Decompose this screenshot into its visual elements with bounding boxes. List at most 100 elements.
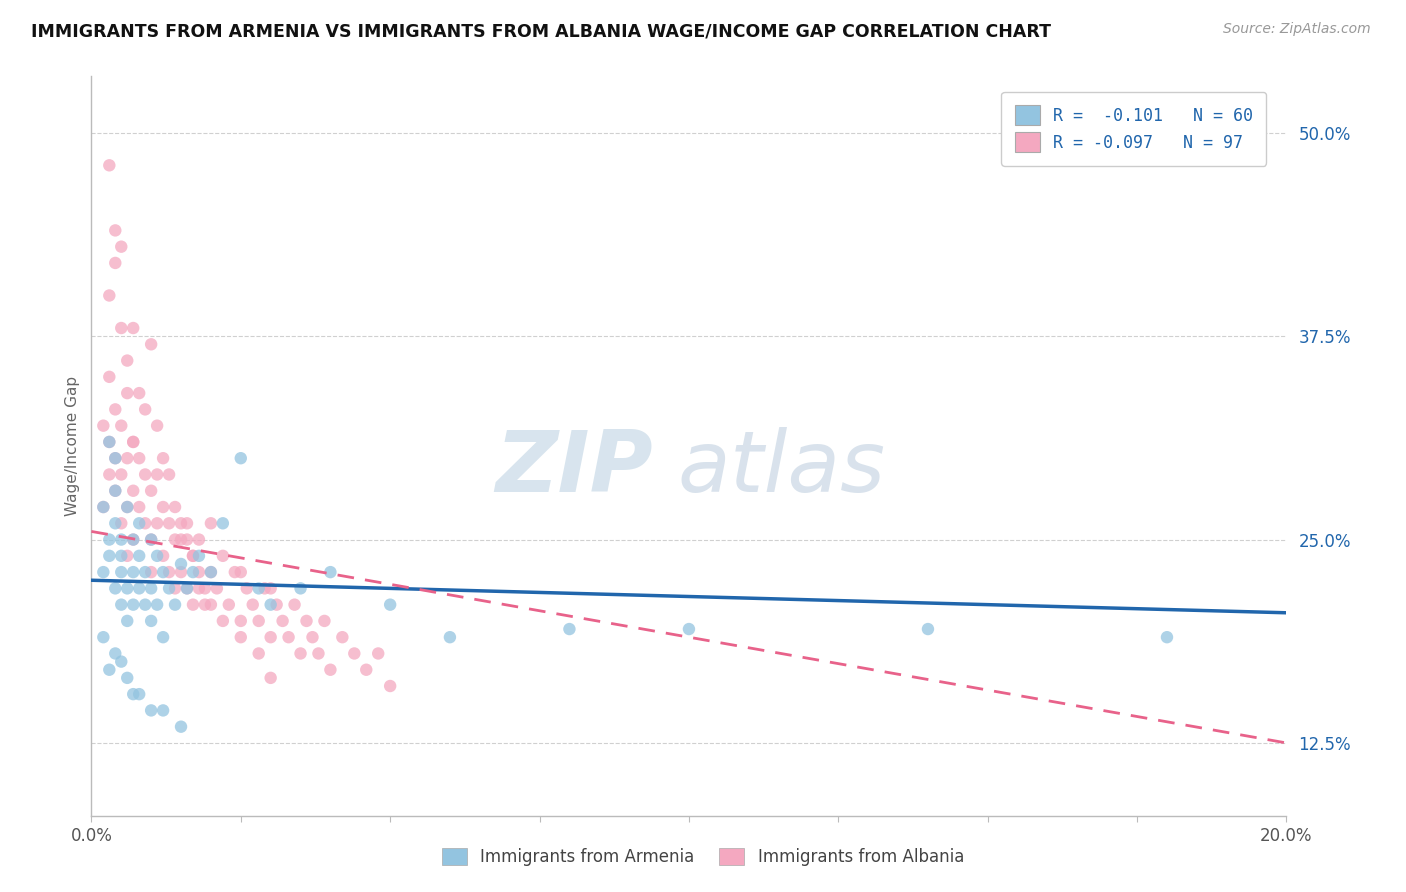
Point: [141, 614, 163, 628]
Legend: Immigrants from Armenia, Immigrants from Albania: Immigrants from Armenia, Immigrants from…: [433, 840, 973, 875]
Point: [176, 582, 198, 596]
Point: [224, 565, 246, 579]
Y-axis label: Wage/Income Gap: Wage/Income Gap: [65, 376, 80, 516]
Point: [181, 565, 204, 579]
Point: [104, 582, 127, 596]
Point: [141, 337, 163, 351]
Point: [122, 533, 145, 547]
Point: [200, 516, 222, 531]
Point: [93, 500, 115, 514]
Point: [917, 622, 939, 636]
Point: [259, 598, 281, 612]
Point: [200, 565, 222, 579]
Point: [122, 434, 145, 449]
Point: [122, 434, 145, 449]
Point: [170, 565, 193, 579]
Point: [128, 516, 150, 531]
Point: [290, 582, 312, 596]
Point: [200, 565, 222, 579]
Point: [122, 483, 145, 498]
Point: [110, 549, 132, 563]
Point: [301, 630, 323, 644]
Point: [115, 500, 138, 514]
Point: [115, 614, 138, 628]
Point: [157, 582, 180, 596]
Point: [115, 582, 138, 596]
Point: [229, 565, 252, 579]
Point: [110, 321, 132, 335]
Point: [104, 451, 127, 466]
Point: [110, 655, 132, 669]
Point: [211, 516, 233, 531]
Point: [141, 533, 163, 547]
Point: [218, 598, 240, 612]
Point: [277, 630, 299, 644]
Point: [152, 549, 174, 563]
Point: [176, 533, 198, 547]
Point: [229, 630, 252, 644]
Point: [128, 549, 150, 563]
Point: [163, 500, 186, 514]
Point: [110, 598, 132, 612]
Point: [146, 418, 169, 433]
Point: [134, 565, 156, 579]
Point: [188, 533, 211, 547]
Point: [163, 582, 186, 596]
Point: [141, 703, 163, 717]
Point: [104, 451, 127, 466]
Point: [163, 598, 186, 612]
Point: [152, 630, 174, 644]
Point: [211, 614, 233, 628]
Point: [170, 516, 193, 531]
Point: [98, 158, 121, 172]
Point: [110, 516, 132, 531]
Point: [332, 630, 354, 644]
Point: [122, 565, 145, 579]
Point: [122, 533, 145, 547]
Point: [146, 598, 169, 612]
Point: [176, 582, 198, 596]
Text: IMMIGRANTS FROM ARMENIA VS IMMIGRANTS FROM ALBANIA WAGE/INCOME GAP CORRELATION C: IMMIGRANTS FROM ARMENIA VS IMMIGRANTS FR…: [31, 22, 1050, 40]
Point: [271, 614, 294, 628]
Point: [128, 500, 150, 514]
Point: [242, 598, 264, 612]
Point: [134, 598, 156, 612]
Point: [110, 533, 132, 547]
Point: [247, 614, 270, 628]
Text: atlas: atlas: [678, 426, 884, 509]
Point: [104, 483, 127, 498]
Point: [152, 565, 174, 579]
Point: [319, 663, 342, 677]
Point: [1156, 630, 1178, 644]
Point: [290, 647, 312, 661]
Point: [188, 565, 211, 579]
Point: [93, 500, 115, 514]
Point: [247, 582, 270, 596]
Point: [157, 565, 180, 579]
Point: [134, 516, 156, 531]
Text: Source: ZipAtlas.com: Source: ZipAtlas.com: [1223, 22, 1371, 37]
Point: [259, 582, 281, 596]
Point: [367, 647, 389, 661]
Point: [98, 434, 121, 449]
Point: [104, 223, 127, 237]
Point: [104, 402, 127, 417]
Text: ZIP: ZIP: [495, 426, 652, 509]
Point: [319, 565, 342, 579]
Point: [115, 549, 138, 563]
Point: [93, 630, 115, 644]
Point: [229, 451, 252, 466]
Point: [115, 500, 138, 514]
Point: [122, 598, 145, 612]
Point: [104, 516, 127, 531]
Point: [141, 533, 163, 547]
Point: [98, 549, 121, 563]
Point: [128, 386, 150, 401]
Point: [146, 467, 169, 482]
Point: [115, 353, 138, 368]
Point: [98, 288, 121, 302]
Point: [157, 516, 180, 531]
Point: [259, 671, 281, 685]
Point: [141, 483, 163, 498]
Point: [152, 703, 174, 717]
